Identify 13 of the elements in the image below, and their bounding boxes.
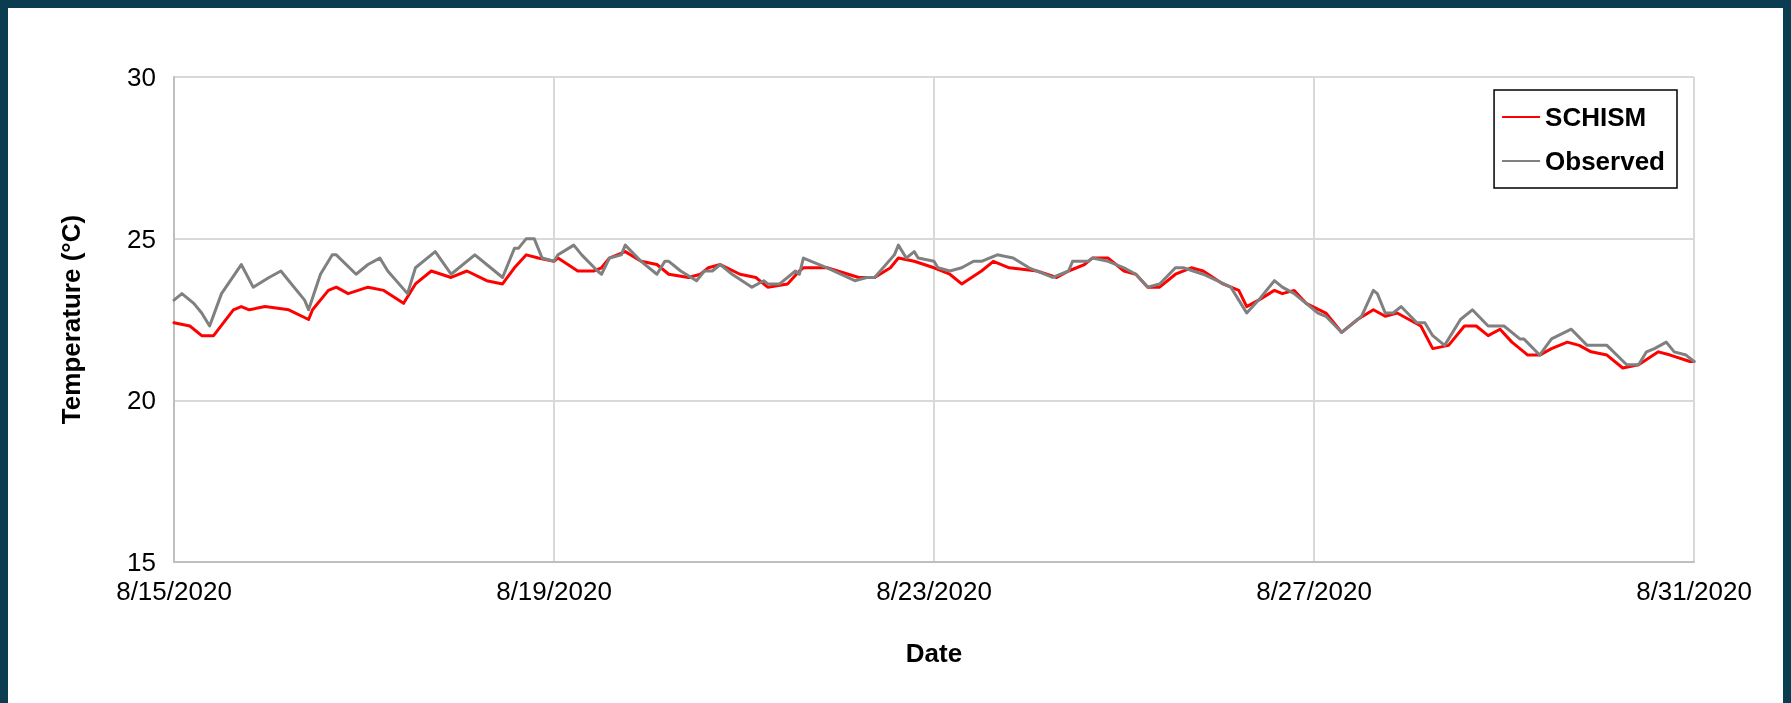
legend-label: Observed xyxy=(1545,146,1666,176)
y-tick-label: 15 xyxy=(127,547,156,577)
y-tick-label: 20 xyxy=(127,385,156,416)
x-tick-label: 8/19/2020 xyxy=(496,576,612,606)
y-tick-label: 25 xyxy=(127,223,156,254)
x-tick-label: 8/31/2020 xyxy=(1636,576,1752,606)
y-tick-label: 30 xyxy=(127,62,156,92)
x-tick-label: 8/23/2020 xyxy=(876,576,992,606)
legend-label: SCHISM xyxy=(1545,102,1647,132)
y-axis-title: Temperature (°C) xyxy=(56,214,86,425)
x-tick-label: 8/15/2020 xyxy=(116,576,232,606)
x-axis-title: Date xyxy=(905,638,963,668)
x-tick-label: 8/27/2020 xyxy=(1256,576,1372,606)
